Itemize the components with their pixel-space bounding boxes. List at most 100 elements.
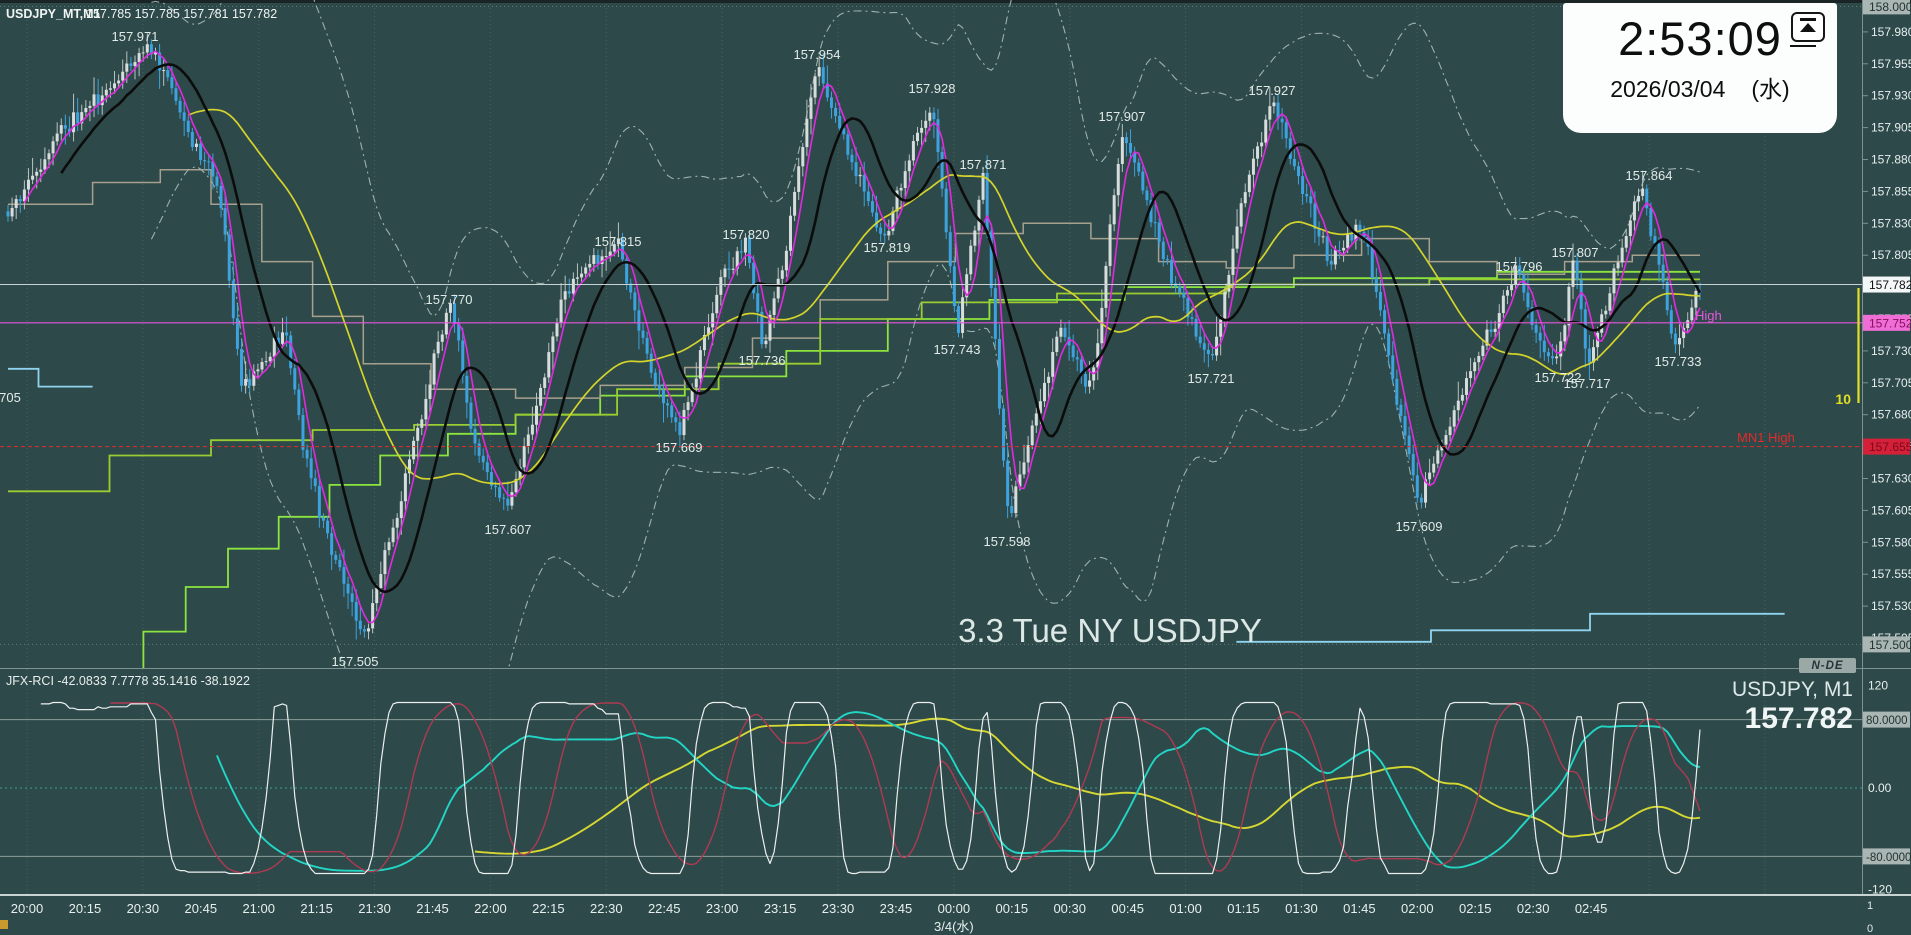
time-tick-label: 02:30 (1517, 901, 1550, 916)
candle-body (465, 375, 469, 403)
price-annotation: 157.819 (864, 240, 911, 255)
candle-body (1436, 450, 1440, 464)
candle-body (129, 63, 133, 66)
candle-body (1043, 382, 1047, 402)
candle-body (1464, 378, 1468, 395)
candle-body (227, 234, 231, 281)
candle-body (985, 172, 989, 232)
candle-body (289, 335, 293, 369)
date-label: 3/4(水) (934, 919, 974, 934)
candle-body (350, 593, 354, 602)
price-annotation: 157.807 (1552, 245, 1599, 260)
candle-body (1030, 425, 1034, 446)
candle-body (1227, 274, 1231, 292)
candle-body (1051, 351, 1055, 377)
candle-body (989, 231, 993, 289)
candle-body (1165, 259, 1169, 261)
price-annotation: 157.733 (1655, 354, 1702, 369)
range-marker-label: 10 (1835, 391, 1851, 407)
time-tick-label: 00:30 (1053, 901, 1086, 916)
candle-body (678, 422, 682, 436)
candle-body (1665, 281, 1669, 311)
chart-scroll-marker (0, 920, 8, 929)
candle-body (829, 97, 833, 108)
price-annotation: 705 (0, 390, 21, 405)
candle-body (580, 273, 584, 278)
candle-body (1591, 347, 1595, 363)
candle-body (76, 112, 80, 124)
candle-body (1497, 313, 1501, 329)
candle-body (727, 268, 731, 270)
candle-body (362, 629, 366, 632)
candle-body (1014, 486, 1018, 514)
price-axis[interactable]: 157.980 157.955 157.930 157.905 157.880 157.8… (1862, 0, 1911, 653)
clock-widget[interactable]: 2:53:09 2026/03/04 (水) (1563, 3, 1837, 133)
clock-weekday: (水) (1751, 76, 1790, 102)
price-annotation: 157.907 (1099, 109, 1146, 124)
candle-body (809, 97, 813, 119)
candle-body (223, 208, 227, 235)
candle-body (563, 291, 567, 300)
price-level-box-label: 157.655 (1869, 440, 1911, 454)
candle-body (1505, 290, 1509, 296)
candle-body (1514, 265, 1518, 285)
time-tick-label: 01:45 (1343, 901, 1376, 916)
rollup-icon[interactable] (1790, 12, 1825, 47)
candle-body (1133, 152, 1137, 163)
candle-body (801, 147, 805, 167)
candle-body (776, 278, 780, 299)
time-tick-label: 01:30 (1285, 901, 1318, 916)
candle-body (969, 245, 973, 275)
time-tick-label: 22:30 (590, 901, 623, 916)
candle-body (842, 128, 846, 135)
rci-line-2 (110, 702, 1701, 874)
candle-body (1473, 362, 1477, 372)
candle-body (1694, 290, 1698, 308)
candle-body (395, 517, 399, 528)
candle-body (743, 237, 747, 253)
candle-body (731, 268, 735, 270)
price-annotation: 157.736 (739, 353, 786, 368)
candle-body (608, 251, 612, 257)
candle-body (313, 478, 317, 487)
candle-body (80, 112, 84, 124)
candle-body (108, 88, 112, 90)
candle-body (1301, 176, 1305, 195)
candle-body (760, 311, 764, 345)
candle-body (1641, 188, 1645, 196)
subwindow-tag-label: N-DE (1811, 659, 1844, 672)
candle-body (309, 458, 313, 479)
candle-body (1079, 359, 1083, 375)
candle-body (1170, 259, 1174, 284)
candle-body (1100, 307, 1104, 344)
candle-body (1624, 236, 1628, 248)
candle-body (539, 387, 543, 406)
candle-body (334, 554, 338, 560)
candle-body (752, 262, 756, 294)
price-annotation: 157.669 (656, 440, 703, 455)
rci-indicator-header: JFX-RCI -42.0833 7.7778 35.1416 -38.1922 (6, 674, 250, 688)
candle-body (858, 174, 862, 177)
price-annotation: 157.505 (332, 654, 379, 669)
candle-body (506, 498, 510, 506)
candle-body (481, 455, 485, 463)
candle-body (870, 201, 874, 213)
candle-body (702, 334, 706, 351)
candle-body (1481, 345, 1485, 357)
price-tick-label: 157.530 (1871, 599, 1911, 613)
candle-body (1260, 142, 1264, 147)
indicator-axis[interactable]: 120 -120 0.00 80.0000 -80.0000 (1863, 678, 1911, 897)
subwindow-tag[interactable]: N-DE (1799, 658, 1856, 673)
price-tick-label: 157.880 (1871, 153, 1911, 167)
candle-body (1604, 310, 1608, 315)
candle-body (1485, 329, 1489, 346)
candle-body (371, 603, 375, 629)
candle-body (321, 517, 325, 521)
candle-body (1006, 460, 1010, 506)
yellowgreen-step-line (8, 278, 1700, 493)
candle-body (367, 628, 371, 632)
time-axis[interactable]: 20:00 20:15 20:30 20:45 21:00 21:15 21:30 21:45… (0, 901, 1607, 934)
price-tick-label: 157.580 (1871, 535, 1911, 549)
price-annotation: 157.770 (426, 292, 473, 307)
